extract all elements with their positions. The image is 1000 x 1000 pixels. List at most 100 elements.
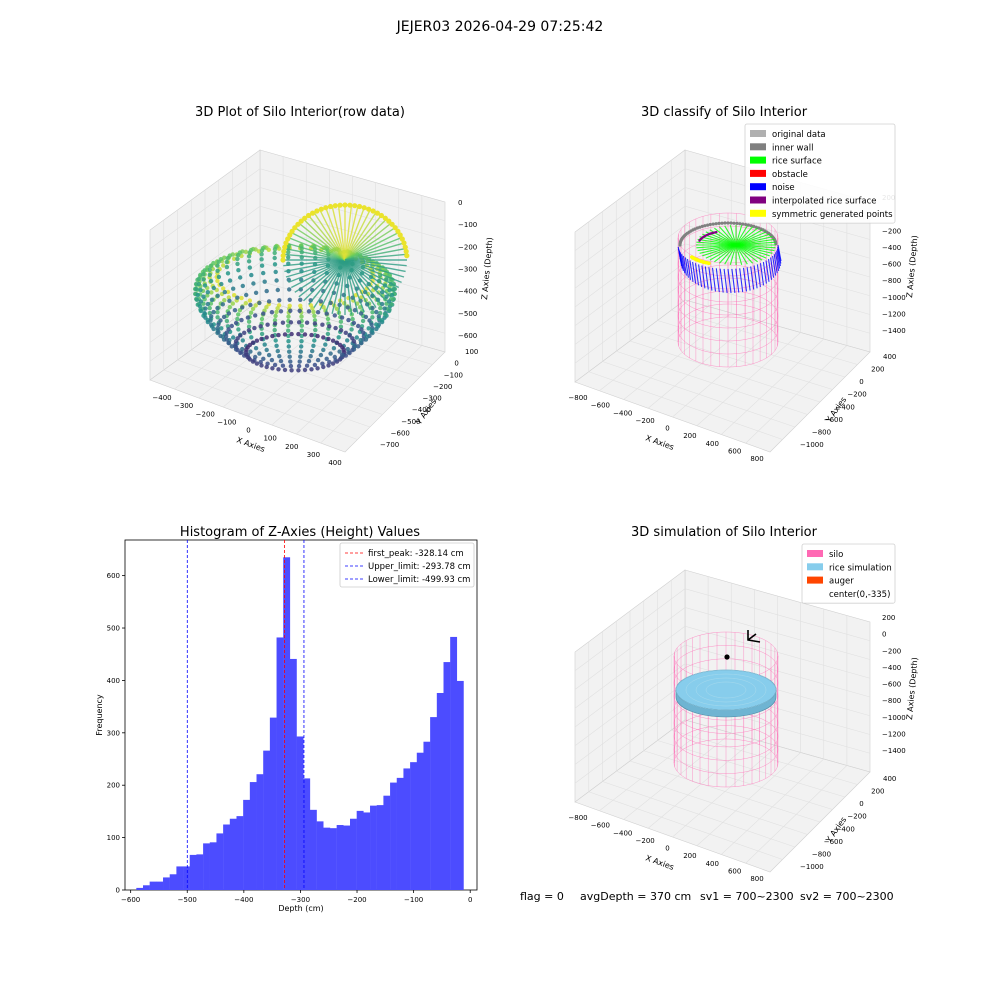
classify-silo-ring	[677, 264, 779, 316]
status-sv1: sv1 = 700~2300	[700, 890, 794, 903]
classify-point-noise	[679, 252, 684, 271]
raw-point	[312, 362, 318, 368]
histogram-x-tick-label: −200	[347, 896, 366, 904]
raw-point	[354, 335, 359, 340]
raw-point	[337, 202, 343, 208]
sim-x-tick: 200	[683, 852, 696, 860]
raw-point	[319, 209, 346, 261]
raw-point	[332, 203, 338, 209]
raw-point	[351, 320, 357, 326]
classify-y-tick: 200	[871, 366, 884, 374]
raw-point	[277, 354, 282, 359]
raw-point	[282, 332, 288, 337]
raw-point	[232, 308, 238, 313]
raw-point	[224, 330, 229, 335]
raw-point	[253, 346, 259, 351]
classify-point-noise	[777, 246, 782, 264]
classify-x-tick: 800	[750, 455, 763, 463]
raw-point	[344, 209, 371, 261]
raw-point	[273, 338, 278, 343]
histogram-bar	[336, 825, 344, 890]
sim-z-tick: −1400	[882, 747, 906, 755]
grid-line	[721, 758, 824, 855]
raw-point	[215, 310, 220, 315]
histogram-bar	[443, 662, 451, 890]
raw-point	[344, 242, 405, 261]
sim-x-tick: −800	[568, 814, 587, 822]
raw-point	[308, 215, 346, 261]
raw-point	[202, 310, 207, 316]
raw-point	[302, 367, 308, 373]
classify-x-tick: 200	[683, 432, 696, 440]
raw-plot-x-label: X Axies	[235, 435, 266, 454]
raw-point	[378, 212, 384, 219]
raw-point	[358, 311, 364, 316]
raw-point	[366, 206, 372, 212]
raw-point	[211, 309, 216, 315]
simulation-plot-title: 3D simulation of Silo Interior	[631, 525, 818, 540]
sim-z-tick: −200	[882, 647, 901, 655]
sim-z-tick: 200	[882, 614, 895, 622]
classify-point-wall	[720, 221, 724, 225]
classify-point-surface	[718, 226, 737, 246]
raw-point	[347, 202, 353, 208]
raw-point	[253, 303, 258, 308]
raw-point	[287, 287, 292, 292]
raw-y-tick: −300	[423, 395, 442, 403]
raw-point	[208, 263, 214, 269]
classify-point-noise	[750, 266, 755, 290]
classify-y-tick: 400	[883, 353, 896, 361]
sim-legend-item-swatch	[807, 550, 823, 557]
raw-point	[308, 259, 346, 305]
raw-point	[209, 322, 214, 327]
classify-silo-ring	[677, 316, 779, 368]
histogram-bar	[163, 877, 170, 890]
classify-point-noise	[692, 261, 697, 284]
grid-line	[232, 319, 421, 378]
raw-point	[344, 259, 400, 289]
raw-point	[248, 349, 253, 354]
raw-point	[261, 356, 266, 361]
raw-point	[215, 263, 220, 268]
raw-point	[296, 320, 302, 325]
raw-point	[401, 240, 407, 246]
raw-point	[224, 337, 229, 342]
sim-y-tick: 0	[859, 800, 863, 808]
raw-point	[325, 207, 346, 261]
raw-point	[338, 328, 344, 333]
grid-line	[574, 243, 871, 326]
raw-point	[312, 318, 318, 323]
raw-point	[342, 301, 347, 306]
raw-point	[249, 335, 254, 340]
histogram-bar	[430, 717, 438, 890]
simulation-legend: silo rice simulation auger center(0,-335)	[801, 543, 896, 604]
raw-point	[299, 344, 304, 349]
histogram-bar	[356, 810, 364, 890]
histogram-y-tick-label: 0	[116, 887, 120, 895]
histogram-bar	[363, 812, 371, 890]
raw-point	[250, 306, 256, 311]
histogram-bar	[256, 774, 264, 890]
histogram-bar	[309, 809, 317, 890]
classify-point-noise	[762, 261, 767, 284]
raw-point	[351, 339, 357, 344]
raw-y-tick: −600	[391, 429, 410, 437]
classify-point-wall	[723, 221, 727, 225]
figure-title: JEJER03 2026-04-29 07:25:42	[396, 19, 604, 35]
raw-point	[370, 305, 375, 311]
histogram-legend-label: first_peak: -328.14 cm	[368, 549, 464, 559]
raw-point	[222, 289, 227, 295]
raw-point	[235, 295, 240, 300]
raw-point	[221, 286, 226, 291]
raw-point	[289, 228, 295, 234]
raw-point	[327, 324, 332, 329]
raw-point	[313, 259, 346, 308]
histogram-bar	[289, 658, 297, 890]
raw-point	[218, 318, 223, 323]
raw-point	[283, 240, 289, 246]
raw-point	[344, 259, 359, 314]
histogram-bar	[223, 824, 231, 890]
classify-point-noise	[723, 268, 728, 293]
classify-legend-item-frame	[744, 123, 896, 224]
raw-point	[243, 249, 248, 254]
